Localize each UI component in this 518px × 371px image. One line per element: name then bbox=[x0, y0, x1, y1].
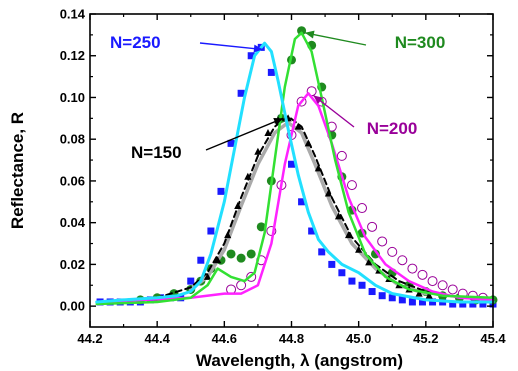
y-tick-label: 0.12 bbox=[60, 48, 85, 63]
n200-point bbox=[447, 284, 458, 295]
n200-point bbox=[437, 280, 448, 291]
y-tick-label: 0.14 bbox=[60, 7, 86, 22]
n150-point bbox=[425, 291, 433, 299]
annotation-n150-label: N=150 bbox=[131, 143, 182, 162]
n250-point bbox=[237, 89, 245, 97]
n250-point bbox=[288, 160, 295, 168]
n200-point bbox=[336, 150, 347, 161]
n250-point bbox=[207, 227, 215, 235]
n200-point bbox=[346, 180, 357, 191]
annotations-layer: N=250 N=300 N=150 N=200 bbox=[110, 30, 446, 162]
n150-point bbox=[203, 272, 212, 280]
y-tick-label: 0.02 bbox=[60, 257, 85, 272]
annotation-n150-arrowhead bbox=[273, 118, 284, 126]
annotation-n250-arrowhead bbox=[253, 44, 263, 53]
n300-point bbox=[236, 253, 246, 263]
y-tick-label: 0.04 bbox=[60, 215, 86, 230]
n200-point bbox=[407, 263, 418, 274]
n300-point bbox=[246, 249, 256, 259]
x-tick-label: 45.2 bbox=[413, 331, 438, 346]
annotation-n200-label: N=200 bbox=[367, 119, 418, 138]
x-tick-label: 44.2 bbox=[77, 331, 102, 346]
n300-point bbox=[370, 249, 380, 259]
n250-point bbox=[187, 277, 195, 285]
n250-point bbox=[308, 227, 316, 235]
n200-point bbox=[397, 255, 408, 266]
n200-point bbox=[417, 269, 428, 280]
n150-point bbox=[365, 258, 373, 266]
n300-point bbox=[226, 249, 236, 259]
n150-point bbox=[324, 189, 333, 197]
n300-line bbox=[95, 31, 495, 306]
n250-point bbox=[398, 296, 406, 304]
annotation-n300-label: N=300 bbox=[395, 33, 446, 52]
n250-point bbox=[197, 256, 205, 264]
n250-point bbox=[298, 198, 306, 206]
n250-point bbox=[318, 248, 326, 256]
n250-point bbox=[368, 288, 376, 296]
n150-point bbox=[415, 289, 423, 297]
x-tick-label: 44.8 bbox=[279, 331, 304, 346]
annotation-n250-label: N=250 bbox=[110, 33, 161, 52]
annotation-n200-arrowhead bbox=[313, 95, 323, 105]
n250-point bbox=[469, 300, 477, 308]
n250-point bbox=[429, 298, 437, 306]
x-tick-label: 44.6 bbox=[212, 331, 237, 346]
y-tick-label: 0.08 bbox=[60, 132, 85, 147]
n150-point bbox=[214, 256, 222, 264]
series-layer bbox=[95, 26, 498, 308]
n250-point bbox=[388, 294, 396, 302]
n250-point bbox=[328, 260, 336, 268]
n250-point bbox=[449, 300, 457, 308]
n250-point bbox=[247, 52, 255, 60]
n200-point bbox=[427, 276, 438, 287]
n150-point bbox=[355, 245, 363, 253]
y-tick-label: 0.06 bbox=[60, 173, 85, 188]
n250-line bbox=[95, 41, 495, 304]
annotation-n300-arrow bbox=[304, 32, 367, 46]
annotation-n300-arrowhead bbox=[304, 30, 315, 39]
y-tick-label: 0.00 bbox=[60, 299, 85, 314]
n200-point bbox=[367, 221, 378, 232]
n200-point bbox=[357, 203, 368, 214]
n250-point bbox=[348, 277, 356, 285]
n250-point bbox=[217, 187, 225, 195]
n250-point bbox=[418, 298, 426, 306]
axes-layer: 0.00 0.02 0.04 0.06 0.08 0.10 0.12 0.14 44.2 44.4… bbox=[60, 7, 507, 347]
n250-point bbox=[338, 269, 346, 277]
y-tick-label: 0.10 bbox=[60, 90, 85, 105]
n200-line bbox=[95, 92, 495, 304]
n200-point bbox=[387, 246, 398, 257]
annotation-n250-arrow bbox=[199, 42, 264, 51]
x-tick-label: 45.0 bbox=[346, 331, 371, 346]
n250-point bbox=[358, 281, 366, 289]
n250-point bbox=[459, 300, 467, 308]
n200-point bbox=[377, 236, 388, 247]
n300-point bbox=[297, 26, 307, 36]
n250-point bbox=[267, 68, 275, 76]
n150-point bbox=[294, 122, 302, 130]
n250-point bbox=[408, 298, 416, 306]
x-tick-label: 45.4 bbox=[480, 331, 506, 346]
annotation-n150-arrow bbox=[205, 117, 284, 151]
x-tick-label: 44.4 bbox=[145, 331, 171, 346]
x-axis-title: Wavelength, λ (angstrom) bbox=[196, 351, 403, 370]
n250-point bbox=[479, 300, 487, 308]
n250-point bbox=[378, 292, 386, 300]
n150-point bbox=[334, 212, 343, 220]
n250-point bbox=[227, 139, 235, 147]
n300-point bbox=[256, 222, 266, 232]
y-axis-title: Reflectance, R bbox=[8, 112, 27, 229]
